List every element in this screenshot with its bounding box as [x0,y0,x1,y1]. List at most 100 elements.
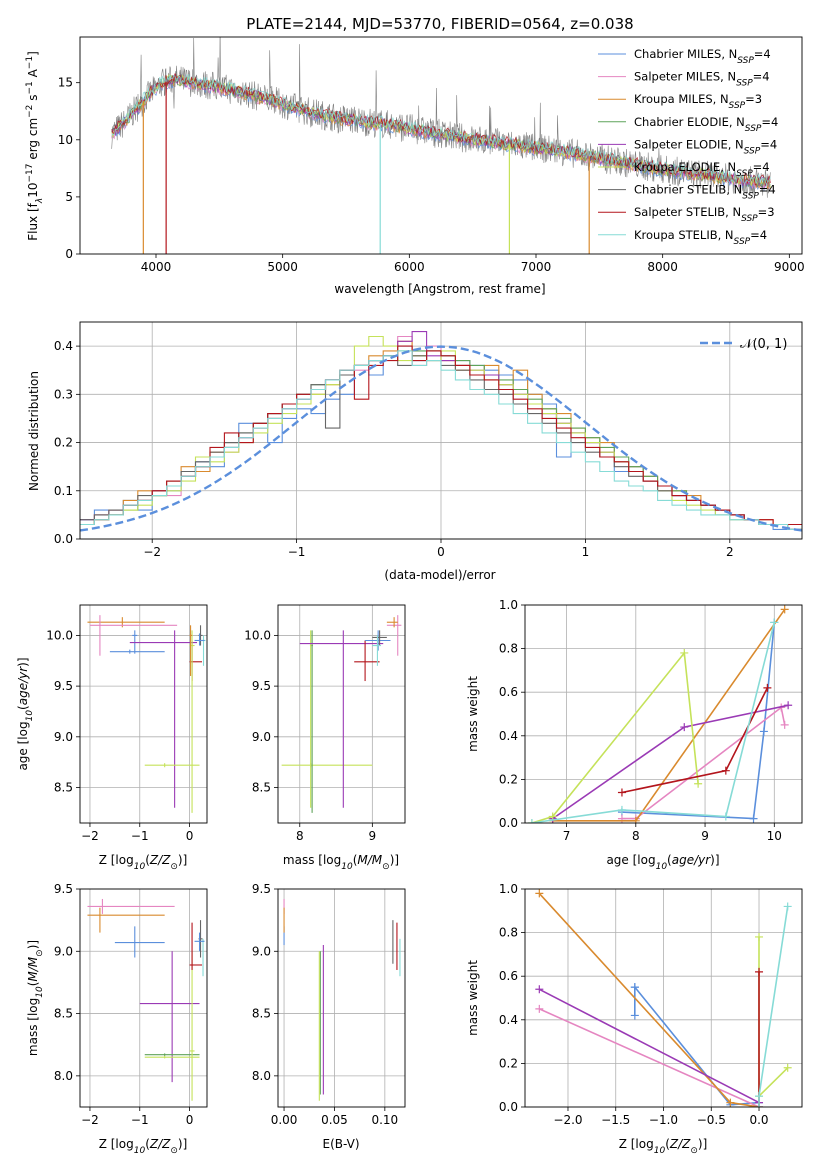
legend-entry: Salpeter STELIB, NSSP=3 [634,205,775,224]
label-part: M/M [357,853,382,867]
weight-marker [783,902,792,911]
plot-area [87,615,206,813]
legend-entry: Chabrier MILES, NSSP=4 [634,47,771,66]
x-tick-label: 2 [726,545,734,559]
label-part: M/M [26,956,40,981]
y-tick-label: 5 [65,190,73,204]
weight-marker [759,727,768,736]
label-part: )] [178,853,187,867]
y-tick-label: 8.5 [252,1007,271,1021]
weight-marker [749,814,758,823]
x-tick-label: 8 [296,829,304,843]
y-tick-label: 10 [58,133,73,147]
x-tick-label: 0 [186,1113,194,1127]
axes-frame [524,888,803,1108]
label-part: s [26,95,40,105]
y-axis-label: Normed distribution [27,371,41,491]
x-tick-label: 4000 [141,260,172,274]
x-tick-label: 9 [369,829,377,843]
spectrum-plot: 4000 5000 6000 7000 8000 9000 0 5 10 15 Chabrier M… [25,36,805,296]
mass-vs-metallicity-plot: −2 −1 08.08.59.09.5Z [log10(Z/Z⊙)]mass [lo… [26,882,208,1156]
x-axis-label: Z [log10(Z/Z⊙)] [99,1137,188,1156]
y-tick-label: 0.2 [499,772,518,786]
weight-marker [770,618,779,627]
axes-frame [79,36,803,255]
weight-marker [680,648,689,657]
label-part: Chabrier STELIB, N [634,183,742,197]
label-part: =3 [758,205,775,219]
x-tick-label: 10 [767,829,782,843]
x-tick-label: 6000 [394,260,425,274]
label-part: age [log [16,721,30,770]
x-tick-label: 0 [186,829,194,843]
label-part: 10 [654,1146,666,1156]
x-tick-label: 0.05 [321,1113,348,1127]
y-tick-label: 0.4 [499,729,518,743]
label-part: =3 [745,92,762,106]
y-tick-label: 9.0 [54,730,73,744]
label-part: ( [145,1137,150,1151]
label-part: 10 [341,862,353,872]
y-tick-label: 10.0 [46,628,73,642]
y-tick-label: 1.0 [499,882,518,896]
weight-marker [780,720,789,729]
legend-entry: Kroupa MILES, NSSP=3 [634,92,762,111]
label-part: mass [log [283,853,341,867]
label-part: =4 [760,137,777,151]
y-tick-label: 0.2 [54,436,73,450]
y-axis-label: age [log10(age/yr)] [16,657,35,770]
weight-marker [535,1004,544,1013]
label-part: Chabrier ELODIE, N [634,115,745,129]
x-tick-label: 0.00 [271,1113,298,1127]
y-tick-label: 0.6 [499,969,518,983]
label-part: Kroupa MILES, N [634,92,729,106]
y-tick-label: 9.5 [54,679,73,693]
label-part: )] [16,657,30,666]
label-part: ⊙ [690,1146,698,1156]
label-part: SSP [736,79,753,89]
label-part: Kroupa STELIB, N [634,228,734,242]
y-tick-label: 8.5 [252,781,271,795]
x-tick-label: −2 [81,829,99,843]
weight-marker [755,1092,764,1101]
label-part: )] [178,1137,187,1151]
label-part: 10 [134,862,146,872]
y-tick-label: 0 [65,247,73,261]
label-part: SSP [736,169,753,179]
label-part: age/yr [16,666,30,705]
label-part: 10 [35,986,45,998]
y-tick-label: 0.0 [499,816,518,830]
legend-entry: 𝒩(0, 1) [740,337,787,352]
histogram-series [80,350,802,530]
weight-marker [617,805,626,814]
y-tick-label: 15 [58,76,73,90]
weight-marker [721,766,730,775]
weight-series [621,706,786,820]
label-part: Chabrier MILES, N [634,47,737,61]
plot-area [281,615,402,813]
x-tick-label: −1.0 [649,1113,678,1127]
weight-marker [631,816,640,823]
label-part: ( [26,982,40,987]
x-tick-label: −1 [288,545,306,559]
x-tick-label: 0 [437,545,445,559]
label-part: 10 [25,710,35,722]
label-part: ( [353,853,358,867]
x-tick-label: −2.0 [553,1113,582,1127]
label-part: 10 [26,183,40,198]
x-tick-label: 8000 [647,260,678,274]
y-tick-label: 0.0 [54,532,73,546]
label-part: 10 [656,862,668,872]
weight-marker [548,812,557,821]
y-tick-label: 10.0 [244,628,271,642]
y-tick-label: 1.0 [499,598,518,612]
label-part: SSP [734,237,751,247]
y-axis-label: mass [log10(M/M⊙)] [26,940,45,1056]
x-tick-label: 8 [632,829,640,843]
axes-frame [79,888,208,1108]
legend-entry: Salpeter MILES, NSSP=4 [634,70,770,89]
y-tick-label: 0.6 [499,685,518,699]
label-part: )] [390,853,399,867]
label-part: =4 [753,160,770,174]
